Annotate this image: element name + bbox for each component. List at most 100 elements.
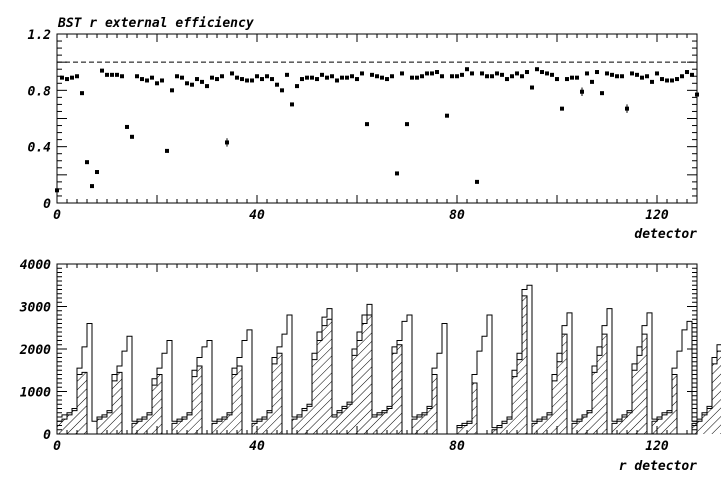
hatched-histogram-bin (332, 417, 337, 434)
occupancy-y-tick-label: 3000 (19, 301, 51, 316)
hatched-histogram-bin (572, 423, 577, 434)
efficiency-data-point (500, 72, 504, 77)
efficiency-axes: 0 40 80 120 0 0.4 0.8 1.2 (28, 28, 698, 223)
efficiency-data-point (255, 74, 259, 79)
efficiency-data-point (225, 140, 229, 145)
hatched-histogram-bin (362, 323, 367, 434)
hatched-histogram-bin (267, 412, 272, 434)
efficiency-data-point (70, 75, 74, 80)
efficiency-data-point (325, 75, 329, 80)
hatched-histogram-bin (322, 325, 327, 434)
efficiency-data-point (140, 77, 144, 82)
efficiency-data-point (650, 79, 654, 84)
efficiency-data-point (160, 78, 164, 83)
hatched-histogram-bin (137, 421, 142, 434)
efficiency-data-point (100, 68, 104, 73)
efficiency-data-point (330, 74, 334, 79)
efficiency-x-tick-label: 120 (645, 208, 669, 223)
efficiency-data-point (550, 72, 554, 77)
efficiency-data-point (300, 77, 304, 82)
hatched-histogram-bin (222, 419, 227, 434)
efficiency-x-tick-label: 40 (249, 208, 265, 223)
hatched-histogram-bin (637, 355, 642, 434)
outline-histogram-bin (202, 347, 207, 434)
hatched-histogram-bin (277, 353, 282, 434)
hatched-histogram-bin (82, 372, 87, 434)
efficiency-data-point (435, 70, 439, 75)
outline-histogram-bin (682, 330, 687, 434)
hatched-histogram-bin (412, 419, 417, 434)
efficiency-data-point (420, 74, 424, 79)
outline-histogram-bin (607, 309, 612, 434)
efficiency-data-point (640, 75, 644, 80)
outline-histogram-bin (92, 421, 97, 434)
efficiency-data-point (380, 75, 384, 80)
efficiency-data-point (605, 71, 609, 76)
efficiency-data-point (590, 79, 594, 84)
hatched-histogram-bin (377, 414, 382, 434)
hatched-histogram-bin (187, 414, 192, 434)
efficiency-data-point (455, 74, 459, 79)
outline-histogram-bin (162, 353, 167, 434)
hatched-histogram-bin (697, 421, 702, 434)
hatched-histogram-bin (367, 315, 372, 434)
hatched-histogram-bin (497, 427, 502, 434)
hatched-histogram-bin (57, 421, 62, 434)
efficiency-data-point (670, 78, 674, 83)
outline-histogram-bin (687, 321, 692, 434)
hatched-histogram-bin (182, 419, 187, 434)
occupancy-y-tick-label: 4000 (20, 258, 51, 273)
efficiency-data-point (270, 77, 274, 82)
efficiency-data-point (485, 74, 489, 79)
hatched-histogram-bin (72, 410, 77, 434)
efficiency-data-point (445, 113, 449, 118)
hatched-histogram-bin (217, 421, 222, 434)
hatched-histogram-bin (562, 334, 567, 434)
efficiency-plot-frame (56, 33, 698, 204)
occupancy-y-tick-label: 2000 (19, 343, 51, 358)
hatched-histogram-bin (112, 380, 117, 434)
efficiency-data-point (480, 71, 484, 76)
efficiency-data-point (635, 72, 639, 77)
hatched-histogram-bin (397, 344, 402, 434)
efficiency-data-point (215, 77, 219, 82)
occupancy-x-axis-label: r detector (619, 459, 697, 474)
hatched-histogram-bin (417, 417, 422, 434)
hatched-histogram-bin (292, 419, 297, 434)
efficiency-data-point (180, 75, 184, 80)
hatched-histogram-bin (212, 423, 217, 434)
hatched-histogram-bin (142, 419, 147, 434)
hatched-histogram-bin (537, 421, 542, 434)
hatched-histogram-bin (197, 366, 202, 434)
hatched-histogram-bin (612, 423, 617, 434)
hatched-histogram-bin (67, 414, 72, 434)
hatched-histogram-bin (692, 423, 697, 434)
hatched-histogram-bin (582, 417, 587, 434)
hatched-histogram-bin (632, 370, 637, 434)
efficiency-data-point (690, 72, 694, 77)
occupancy-x-tick-label: 80 (449, 439, 465, 454)
efficiency-data-point (320, 72, 324, 77)
efficiency-data-point (185, 81, 189, 86)
efficiency-data-point (295, 84, 299, 89)
efficiency-data-point (415, 75, 419, 80)
outline-histogram-bin (167, 341, 172, 435)
efficiency-data-point (130, 134, 134, 139)
hatched-histogram-bin (387, 408, 392, 434)
outline-histogram-step (56, 284, 721, 435)
occupancy-histograms (56, 284, 721, 435)
efficiency-data-point (540, 70, 544, 75)
outline-histogram-bin (207, 341, 212, 435)
efficiency-data-point (280, 88, 284, 93)
hatched-histogram-bin (272, 363, 277, 434)
efficiency-data-point (495, 71, 499, 76)
hatched-histogram-bin (62, 419, 67, 434)
hatched-histogram-bin (662, 414, 667, 434)
efficiency-data-point (695, 92, 699, 97)
efficiency-data-point (575, 75, 579, 80)
hatched-histogram-bin (462, 425, 467, 434)
hatched-histogram-bin (147, 414, 152, 434)
hatched-histogram-bin (577, 421, 582, 434)
efficiency-data-point (250, 78, 254, 83)
